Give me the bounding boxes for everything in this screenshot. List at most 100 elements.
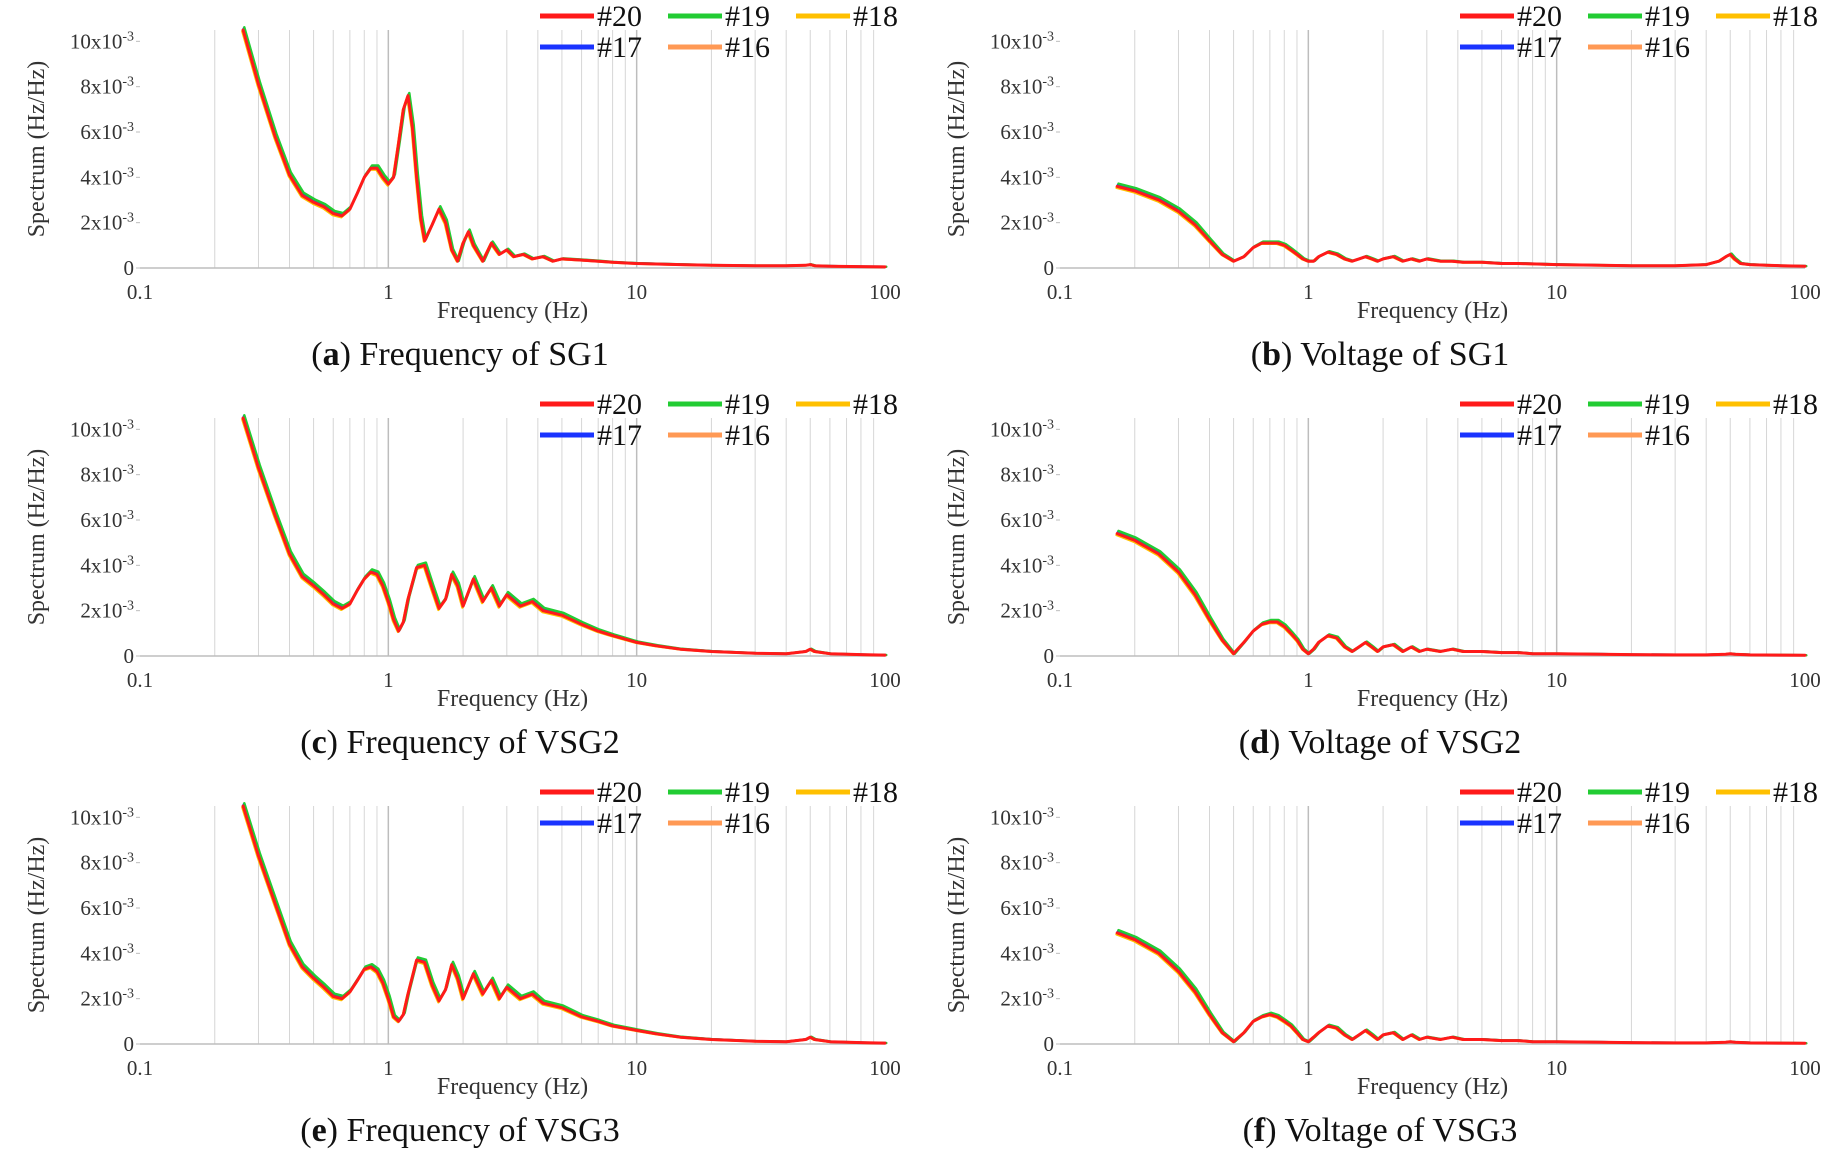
caption: (e) Frequency of VSG3	[300, 1112, 620, 1149]
y-tick-label: 0	[124, 1032, 135, 1056]
y-tick-label: 4x10-3	[80, 165, 134, 189]
caption: (c) Frequency of VSG2	[300, 724, 620, 761]
caption: (f) Voltage of VSG3	[1242, 1112, 1518, 1149]
y-tick-label: 2x10-3	[80, 987, 134, 1011]
y-tick-label: 0	[124, 644, 135, 668]
panel-e: 0 2x10-3 4x10-3 6x10-3 8x10-3 10x10-3 0.1 1 10 10…	[0, 776, 920, 1163]
y-tick-exponent: -3	[122, 211, 134, 226]
y-tick-label: 2x10-3	[80, 599, 134, 623]
y-tick-base: 2x10	[80, 987, 122, 1011]
x-tick-label: 100	[1789, 280, 1821, 304]
panel-b: 0 2x10-3 4x10-3 6x10-3 8x10-3 10x10-3 0.1 1 10 10…	[920, 0, 1840, 387]
y-axis-title: Spectrum (Hz/Hz)	[24, 61, 50, 238]
legend-label: #18	[1773, 776, 1818, 809]
x-tick-label: 0.1	[1047, 280, 1073, 304]
x-axis-title: Frequency (Hz)	[437, 686, 588, 712]
y-tick-base: 6x10	[1000, 508, 1042, 532]
legend-label: #20	[597, 0, 642, 33]
y-tick-label: 4x10-3	[1000, 165, 1054, 189]
y-tick-base: 6x10	[1000, 120, 1042, 144]
y-tick-label: 10x10-3	[990, 417, 1054, 441]
y-axis-title: Spectrum (Hz/Hz)	[944, 837, 970, 1014]
x-tick-label: 100	[869, 1056, 901, 1080]
y-tick-base: 0	[124, 644, 135, 668]
series-line-n16	[241, 29, 886, 269]
y-tick-base: 10x10	[990, 805, 1043, 829]
series-line-n20	[1115, 532, 1807, 657]
y-tick-base: 4x10	[80, 553, 122, 577]
y-tick-label: 6x10-3	[80, 120, 134, 144]
y-tick-base: 0	[1044, 256, 1055, 280]
y-tick-exponent: -3	[1042, 805, 1054, 820]
legend-label: #17	[1517, 419, 1562, 452]
legend-label: #18	[853, 0, 898, 33]
y-tick-exponent: -3	[1042, 165, 1054, 180]
caption-letter: b	[1262, 336, 1281, 373]
legend-label: #18	[1773, 388, 1818, 421]
x-tick-label: 100	[869, 668, 901, 692]
caption-letter: d	[1250, 724, 1270, 761]
y-tick-exponent: -3	[122, 75, 134, 90]
legend-label: #16	[1645, 31, 1690, 64]
panel-d: 0 2x10-3 4x10-3 6x10-3 8x10-3 10x10-3 0.1 1 10 10…	[920, 388, 1840, 775]
y-tick-base: 4x10	[80, 941, 122, 965]
series-line-n16	[241, 417, 886, 657]
series-line-n18	[241, 30, 886, 269]
grid	[214, 30, 875, 268]
x-tick-label: 10	[1546, 1056, 1567, 1080]
grid	[214, 418, 875, 656]
legend-label: #18	[1773, 0, 1818, 33]
y-axis-title: Spectrum (Hz/Hz)	[944, 61, 970, 238]
panel-a: 0 2x10-3 4x10-3 6x10-3 8x10-3 10x10-3 0.1 1 10 10…	[0, 0, 920, 387]
legend: #20 #19 #18 #17 #16	[1460, 0, 1818, 64]
y-tick-label: 0	[1044, 644, 1055, 668]
caption: (b) Voltage of SG1	[1250, 336, 1510, 373]
legend-label: #20	[597, 776, 642, 809]
y-tick-base: 10x10	[70, 29, 123, 53]
y-tick-label: 8x10-3	[80, 463, 134, 487]
y-tick-exponent: -3	[122, 851, 134, 866]
y-tick-label: 10x10-3	[70, 29, 134, 53]
caption-text: Frequency of VSG3	[338, 1112, 620, 1149]
y-tick-label: 6x10-3	[80, 508, 134, 532]
y-tick-label: 4x10-3	[80, 553, 134, 577]
y-tick-label: 10x10-3	[990, 805, 1054, 829]
y-tick-base: 8x10	[1000, 75, 1042, 99]
legend-label: #17	[1517, 807, 1562, 840]
y-tick-label: 6x10-3	[1000, 896, 1054, 920]
x-axis-title: Frequency (Hz)	[1357, 298, 1508, 324]
x-tick-label: 1	[1303, 668, 1314, 692]
series-line-n20	[241, 804, 887, 1045]
legend: #20 #19 #18 #17 #16	[540, 0, 898, 64]
y-tick-base: 10x10	[70, 805, 123, 829]
y-tick-label: 8x10-3	[80, 75, 134, 99]
series-line-n20	[241, 28, 887, 269]
caption: (a) Frequency of SG1	[311, 336, 609, 373]
x-axis-title: Frequency (Hz)	[1357, 1074, 1508, 1100]
y-tick-label: 6x10-3	[1000, 508, 1054, 532]
y-tick-base: 6x10	[80, 896, 122, 920]
legend: #20 #19 #18 #17 #16	[540, 388, 898, 452]
grid	[1134, 30, 1795, 268]
x-axis-title: Frequency (Hz)	[1357, 686, 1508, 712]
y-tick-exponent: -3	[1042, 896, 1054, 911]
y-tick-label: 2x10-3	[1000, 211, 1054, 235]
x-axis-title: Frequency (Hz)	[437, 1074, 588, 1100]
x-tick-label: 10	[626, 1056, 647, 1080]
legend-label: #19	[725, 776, 770, 809]
y-axis-title: Spectrum (Hz/Hz)	[24, 837, 50, 1014]
y-tick-label: 4x10-3	[80, 941, 134, 965]
x-tick-label: 0.1	[127, 668, 153, 692]
legend-label: #16	[1645, 807, 1690, 840]
x-tick-label: 100	[1789, 668, 1821, 692]
y-tick-exponent: -3	[1042, 75, 1054, 90]
y-tick-base: 6x10	[80, 508, 122, 532]
series-line-n18	[1115, 186, 1806, 268]
x-tick-label: 1	[1303, 1056, 1314, 1080]
caption: (d) Voltage of VSG2	[1238, 724, 1522, 761]
caption-letter: c	[311, 724, 327, 761]
